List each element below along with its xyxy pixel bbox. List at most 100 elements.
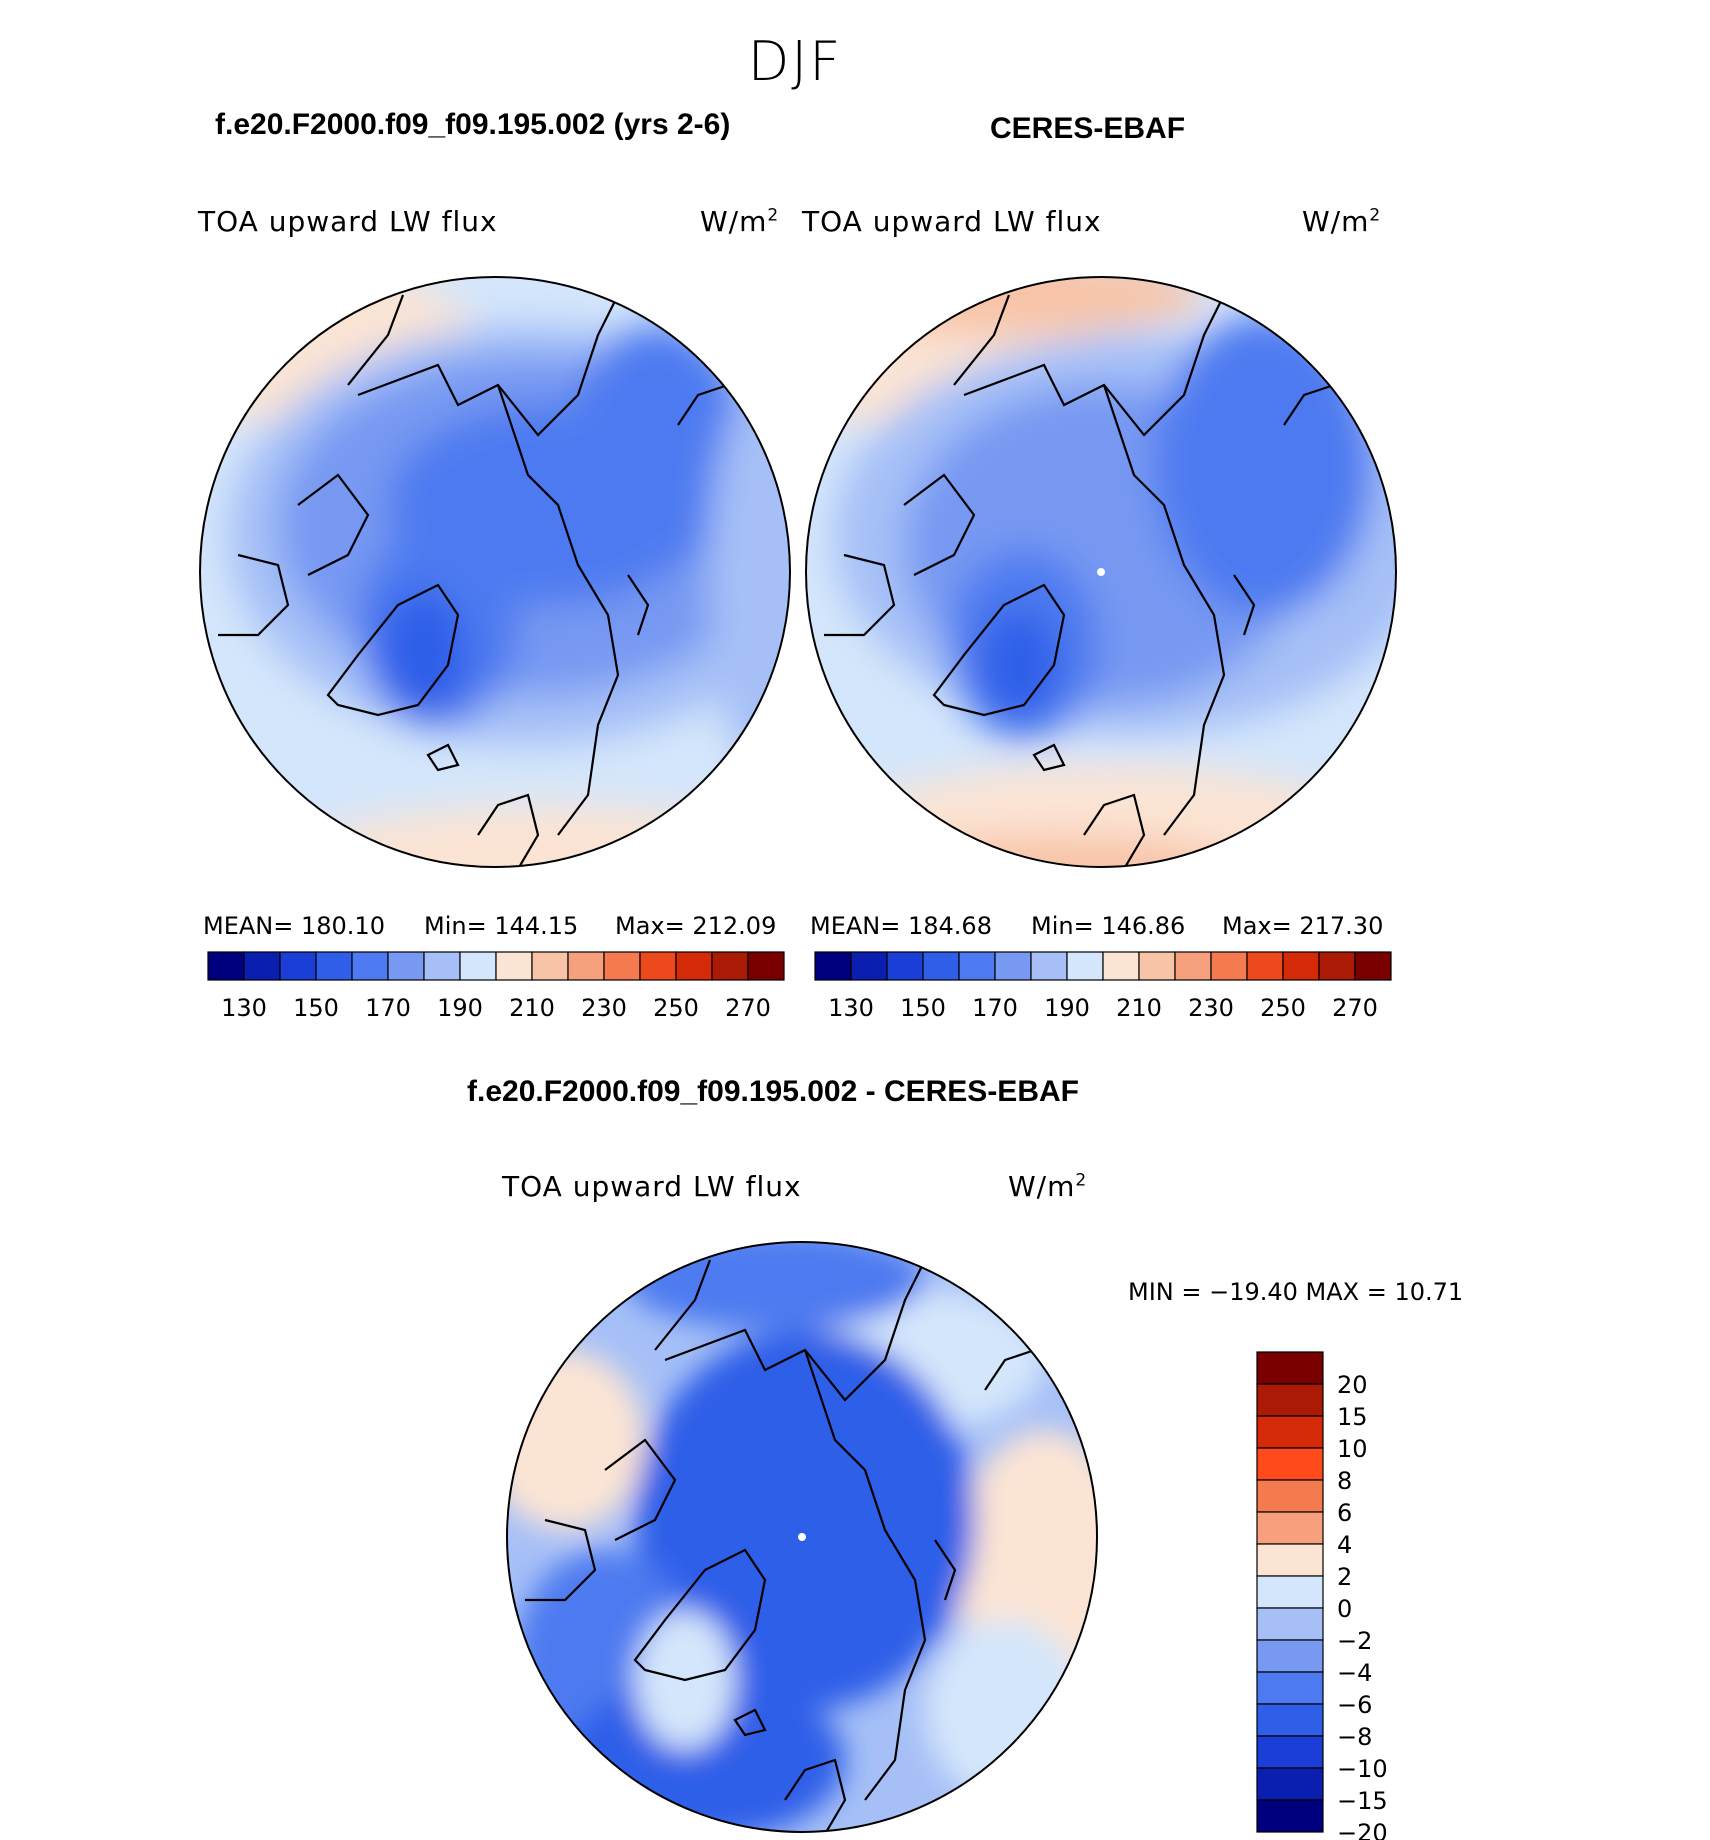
colorbar-swatch xyxy=(603,951,641,981)
colorbar-tick-label: 6 xyxy=(1337,1499,1352,1527)
colorbar-swatch xyxy=(1256,1415,1324,1449)
colorbar-swatch xyxy=(207,951,245,981)
colorbar-swatch xyxy=(1256,1351,1324,1385)
colorbar-swatch xyxy=(1256,1767,1324,1801)
diff-variable-label: TOA upward LW flux xyxy=(502,1170,802,1203)
colorbar-tick-label: 150 xyxy=(900,994,946,1022)
obs-mean-stat: MEAN= 184.68 xyxy=(810,912,992,940)
colorbar-tick-label: −8 xyxy=(1337,1723,1372,1751)
model-colorbar: 130 150 170 190 210 230 250 270 xyxy=(207,951,785,1022)
colorbar-swatch xyxy=(1102,951,1140,981)
colorbar-swatch xyxy=(1256,1447,1324,1481)
colorbar-swatch xyxy=(1256,1671,1324,1705)
colorbar-tick-label: 170 xyxy=(365,994,411,1022)
colorbar-swatch xyxy=(1030,951,1068,981)
colorbar-swatch xyxy=(351,951,389,981)
model-variable-label: TOA upward LW flux xyxy=(198,205,498,238)
colorbar-tick-label: 0 xyxy=(1337,1595,1352,1623)
colorbar-tick-label: 15 xyxy=(1337,1403,1368,1431)
obs-units-label: W/m2 xyxy=(1302,205,1382,238)
colorbar-swatch xyxy=(886,951,924,981)
colorbar-swatch xyxy=(958,951,996,981)
colorbar-tick-label: 2 xyxy=(1337,1563,1352,1591)
colorbar-swatch xyxy=(675,951,713,981)
colorbar-swatch xyxy=(423,951,461,981)
colorbar-swatch xyxy=(1318,951,1356,981)
colorbar-swatch xyxy=(1256,1735,1324,1769)
colorbar-swatch xyxy=(1138,951,1176,981)
colorbar-swatch xyxy=(711,951,749,981)
obs-variable-label: TOA upward LW flux xyxy=(802,205,1102,238)
colorbar-tick-label: 130 xyxy=(828,994,874,1022)
colorbar-swatch xyxy=(1210,951,1248,981)
model-units-label: W/m2 xyxy=(700,205,780,238)
obs-min-stat: Min= 146.86 xyxy=(1031,912,1186,940)
colorbar-swatch xyxy=(495,951,533,981)
obs-panel-header: CERES-EBAF xyxy=(990,112,1186,145)
colorbar-swatch xyxy=(1256,1799,1324,1833)
diff-units-label: W/m2 xyxy=(1008,1170,1088,1203)
colorbar-tick-label: 210 xyxy=(509,994,555,1022)
colorbar-swatch xyxy=(1256,1543,1324,1577)
diff-polar-map xyxy=(506,1241,1098,1833)
colorbar-tick-label: 190 xyxy=(437,994,483,1022)
colorbar-tick-label: 8 xyxy=(1337,1467,1352,1495)
colorbar-tick-label: 270 xyxy=(725,994,771,1022)
colorbar-swatch xyxy=(243,951,281,981)
colorbar-swatch xyxy=(1256,1607,1324,1641)
colorbar-tick-label: −10 xyxy=(1337,1755,1388,1783)
colorbar-swatch xyxy=(639,951,677,981)
colorbar-tick-label: −20 xyxy=(1337,1819,1388,1840)
model-max-stat: Max= 212.09 xyxy=(615,912,777,940)
colorbar-swatch xyxy=(1174,951,1212,981)
colorbar-tick-label: 150 xyxy=(293,994,339,1022)
colorbar-swatch xyxy=(747,951,785,981)
colorbar-tick-label: 170 xyxy=(972,994,1018,1022)
colorbar-swatch xyxy=(1246,951,1284,981)
colorbar-swatch xyxy=(1354,951,1392,981)
colorbar-tick-label: 210 xyxy=(1116,994,1162,1022)
colorbar-tick-label: 230 xyxy=(581,994,627,1022)
colorbar-swatch xyxy=(567,951,605,981)
colorbar-swatch xyxy=(459,951,497,981)
colorbar-swatch xyxy=(1282,951,1320,981)
colorbar-tick-label: 230 xyxy=(1188,994,1234,1022)
colorbar-swatch xyxy=(1256,1511,1324,1545)
figure-season-title: DJF xyxy=(747,30,843,93)
colorbar-tick-label: −15 xyxy=(1337,1787,1388,1815)
colorbar-tick-label: −2 xyxy=(1337,1627,1372,1655)
colorbar-swatch xyxy=(922,951,960,981)
colorbar-swatch xyxy=(850,951,888,981)
model-panel-header: f.e20.F2000.f09_f09.195.002 (yrs 2-6) xyxy=(215,108,731,141)
colorbar-tick-label: 10 xyxy=(1337,1435,1368,1463)
colorbar-swatch xyxy=(1256,1703,1324,1737)
colorbar-swatch xyxy=(1256,1383,1324,1417)
colorbar-swatch xyxy=(1256,1479,1324,1513)
colorbar-swatch xyxy=(1256,1575,1324,1609)
colorbar-swatch xyxy=(387,951,425,981)
colorbar-swatch xyxy=(531,951,569,981)
obs-polar-map xyxy=(805,276,1397,868)
colorbar-tick-label: 250 xyxy=(1260,994,1306,1022)
colorbar-tick-label: −4 xyxy=(1337,1659,1372,1687)
colorbar-swatch xyxy=(279,951,317,981)
colorbar-swatch xyxy=(1066,951,1104,981)
colorbar-tick-label: 4 xyxy=(1337,1531,1352,1559)
colorbar-swatch xyxy=(315,951,353,981)
obs-max-stat: Max= 217.30 xyxy=(1222,912,1384,940)
model-mean-stat: MEAN= 180.10 xyxy=(203,912,385,940)
colorbar-tick-label: 270 xyxy=(1332,994,1378,1022)
colorbar-swatch xyxy=(814,951,852,981)
colorbar-tick-label: 190 xyxy=(1044,994,1090,1022)
diff-panel-header: f.e20.F2000.f09_f09.195.002 - CERES-EBAF xyxy=(467,1075,1079,1108)
colorbar-tick-label: 130 xyxy=(221,994,267,1022)
colorbar-tick-label: 250 xyxy=(653,994,699,1022)
diff-minmax-stat: MIN = −19.40 MAX = 10.71 xyxy=(1128,1278,1464,1306)
colorbar-tick-label: 20 xyxy=(1337,1371,1368,1399)
colorbar-swatch xyxy=(994,951,1032,981)
obs-colorbar: 130 150 170 190 210 230 250 270 xyxy=(814,951,1392,1022)
colorbar-swatch xyxy=(1256,1639,1324,1673)
model-polar-map xyxy=(199,276,791,868)
model-min-stat: Min= 144.15 xyxy=(424,912,579,940)
